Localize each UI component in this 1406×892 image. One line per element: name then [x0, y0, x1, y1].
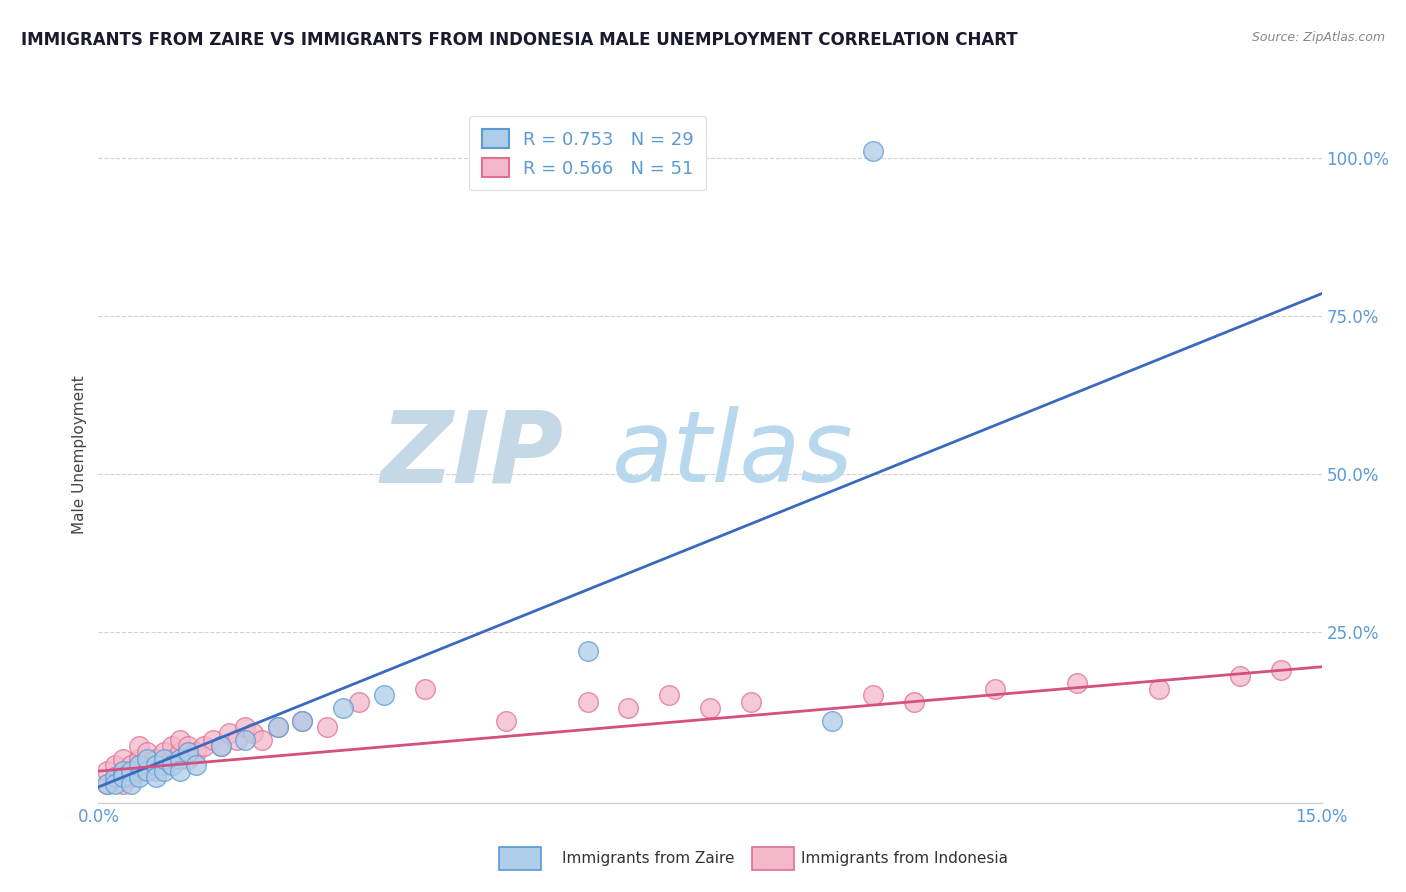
Point: [1066, 675, 1088, 690]
Point: [136, 764, 159, 779]
Point: [104, 757, 127, 772]
Point: [104, 771, 127, 785]
Point: [145, 751, 167, 765]
Point: [152, 745, 174, 759]
Point: [201, 732, 224, 747]
Point: [111, 771, 134, 785]
Point: [160, 751, 183, 765]
Point: [128, 764, 150, 779]
Point: [104, 777, 127, 791]
Point: [128, 739, 150, 753]
Text: Immigrants from Indonesia: Immigrants from Indonesia: [801, 851, 1008, 865]
Point: [96, 777, 118, 791]
Text: atlas: atlas: [612, 407, 853, 503]
Point: [128, 751, 150, 765]
Point: [349, 695, 371, 709]
Point: [128, 771, 150, 785]
Point: [617, 701, 640, 715]
Point: [152, 751, 174, 765]
Point: [177, 745, 200, 759]
Y-axis label: Male Unemployment: Male Unemployment: [72, 376, 87, 534]
Point: [111, 764, 134, 779]
Text: Immigrants from Zaire: Immigrants from Zaire: [562, 851, 735, 865]
Text: Source: ZipAtlas.com: Source: ZipAtlas.com: [1251, 31, 1385, 45]
Point: [169, 745, 191, 759]
Point: [291, 714, 314, 728]
Point: [111, 777, 134, 791]
Point: [160, 757, 183, 772]
Point: [145, 757, 167, 772]
Point: [291, 714, 314, 728]
Point: [145, 771, 167, 785]
Point: [250, 732, 273, 747]
Point: [152, 764, 174, 779]
Point: [821, 714, 844, 728]
Point: [267, 720, 290, 734]
Point: [1147, 681, 1170, 696]
Point: [186, 745, 208, 759]
Point: [177, 739, 200, 753]
Point: [576, 644, 599, 658]
Point: [136, 745, 159, 759]
Point: [152, 757, 174, 772]
Point: [169, 751, 191, 765]
Point: [177, 751, 200, 765]
Point: [120, 777, 142, 791]
Point: [128, 757, 150, 772]
Point: [233, 732, 256, 747]
Text: IMMIGRANTS FROM ZAIRE VS IMMIGRANTS FROM INDONESIA MALE UNEMPLOYMENT CORRELATION: IMMIGRANTS FROM ZAIRE VS IMMIGRANTS FROM…: [21, 31, 1018, 49]
Point: [169, 732, 191, 747]
Point: [218, 726, 240, 740]
Point: [111, 751, 134, 765]
Point: [1270, 663, 1292, 677]
Point: [740, 695, 762, 709]
Point: [984, 681, 1007, 696]
Point: [862, 688, 884, 702]
Point: [96, 764, 118, 779]
Text: ZIP: ZIP: [380, 407, 564, 503]
Point: [903, 695, 925, 709]
Point: [315, 720, 337, 734]
Point: [120, 757, 142, 772]
Point: [862, 145, 884, 159]
Point: [226, 732, 249, 747]
Point: [373, 688, 395, 702]
Point: [136, 751, 159, 765]
Point: [209, 739, 232, 753]
Point: [233, 720, 256, 734]
Point: [104, 771, 127, 785]
Point: [136, 757, 159, 772]
Point: [658, 688, 681, 702]
Point: [120, 764, 142, 779]
Point: [495, 714, 517, 728]
Point: [145, 764, 167, 779]
Point: [111, 764, 134, 779]
Point: [242, 726, 264, 740]
Point: [160, 739, 183, 753]
Point: [120, 771, 142, 785]
Point: [169, 764, 191, 779]
Point: [186, 757, 208, 772]
Point: [96, 777, 118, 791]
Point: [1229, 669, 1251, 683]
Point: [413, 681, 436, 696]
Point: [193, 739, 215, 753]
Point: [209, 739, 232, 753]
Legend: R = 0.753   N = 29, R = 0.566   N = 51: R = 0.753 N = 29, R = 0.566 N = 51: [470, 116, 706, 190]
Point: [267, 720, 290, 734]
Point: [699, 701, 721, 715]
Point: [576, 695, 599, 709]
Point: [332, 701, 354, 715]
